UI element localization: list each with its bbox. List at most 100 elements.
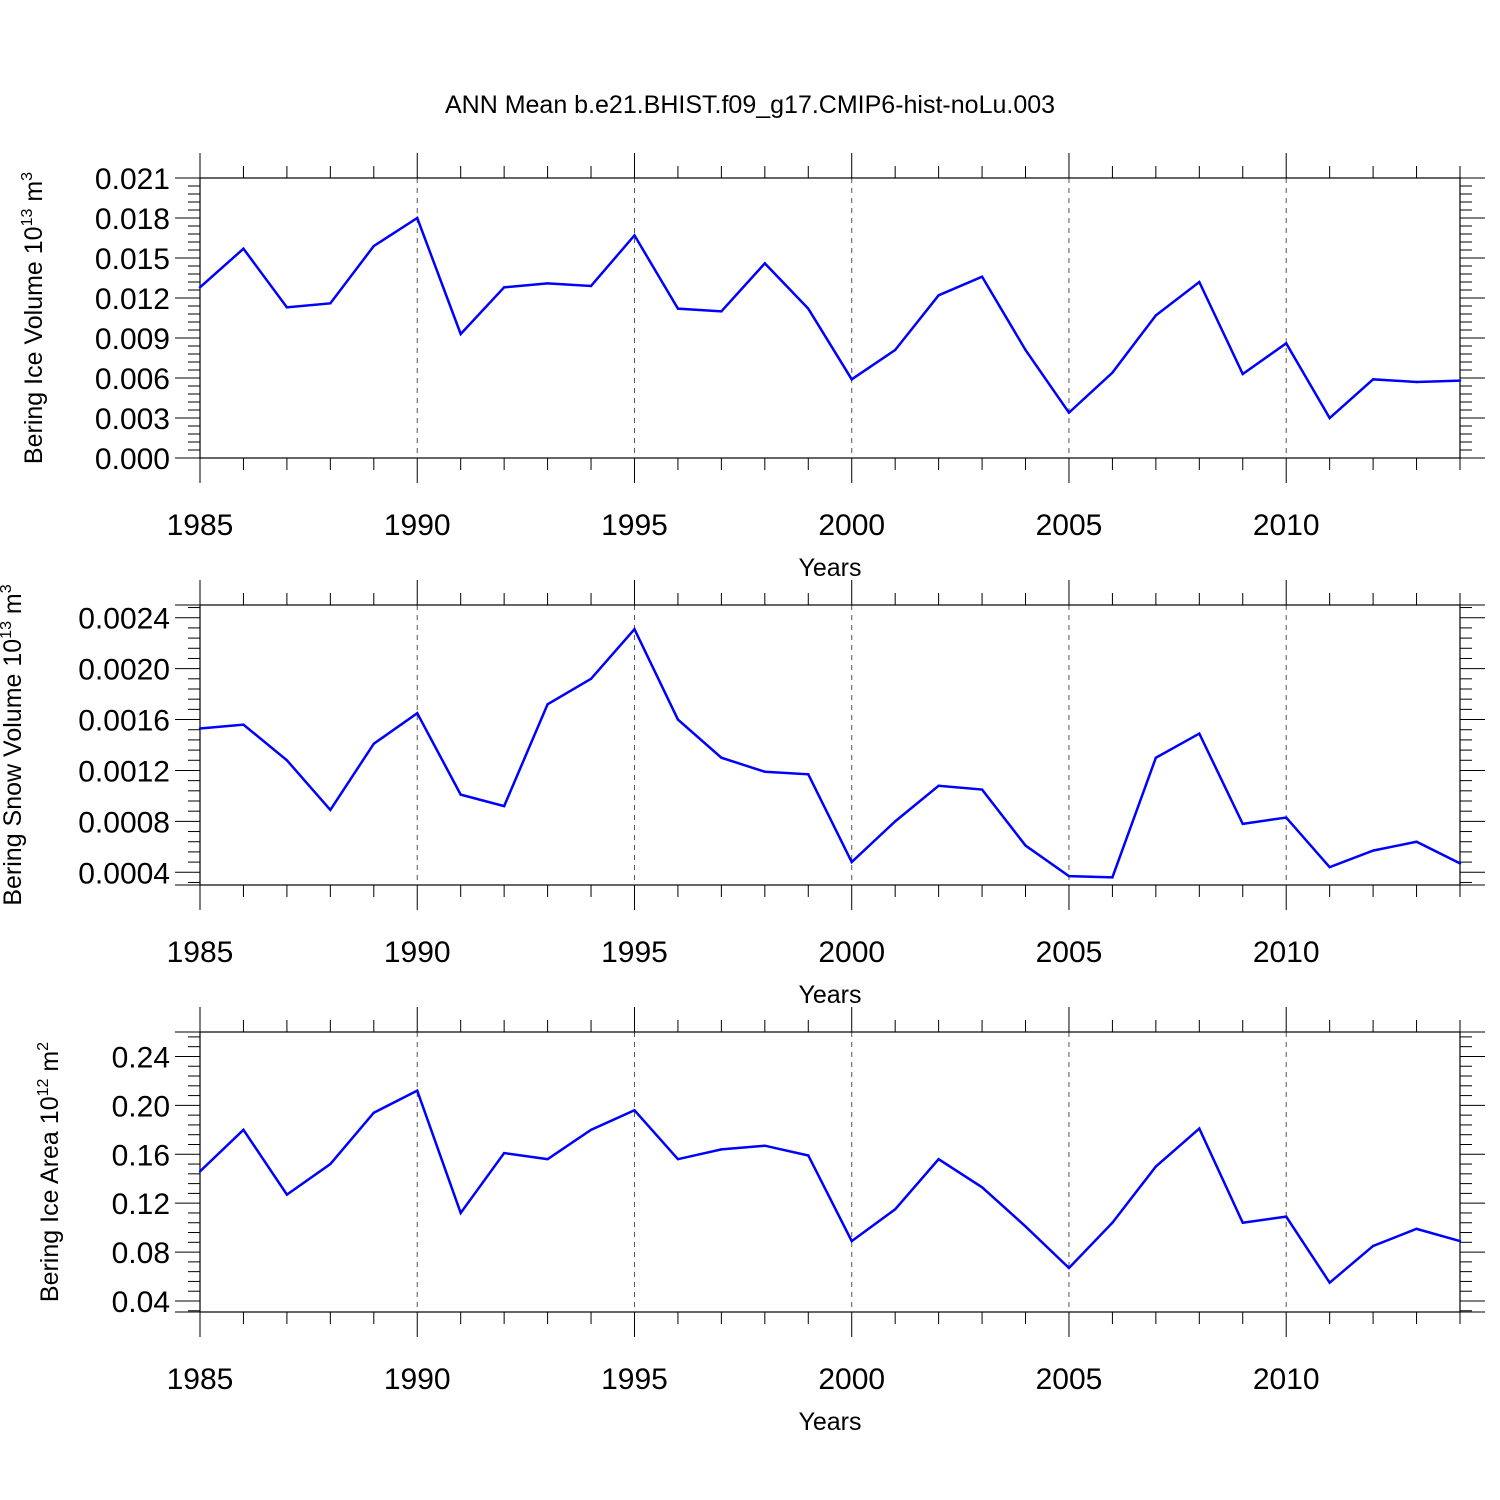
y-axis-title: Bering Snow Volume 1013 m3 xyxy=(0,584,27,905)
y-tick-label: 0.24 xyxy=(112,1041,170,1074)
data-point xyxy=(763,262,767,265)
y-tick-label: 0.0008 xyxy=(78,806,170,839)
plot-frame xyxy=(199,177,1461,459)
y-axis-title-unit: m xyxy=(20,181,48,209)
y-tick-label: 0.0004 xyxy=(78,857,170,890)
data-point xyxy=(1024,1225,1027,1228)
x-axis-title: Years xyxy=(798,554,861,582)
x-tick-label: 1985 xyxy=(167,509,234,542)
y-tick-label: 0.006 xyxy=(95,363,170,396)
data-point xyxy=(1067,1266,1071,1270)
y-axis-title-exponent: 13 xyxy=(0,621,15,639)
data-point xyxy=(502,804,506,808)
data-point xyxy=(676,307,680,310)
data-point xyxy=(1328,1281,1331,1284)
x-tick-label: 1995 xyxy=(601,509,668,542)
data-point xyxy=(850,378,853,381)
data-point xyxy=(720,1148,723,1151)
data-point xyxy=(242,723,245,726)
data-point xyxy=(1415,840,1418,843)
y-tick-label: 0.20 xyxy=(112,1090,170,1123)
x-tick-label: 2000 xyxy=(818,936,885,969)
data-point xyxy=(459,1211,462,1215)
data-point xyxy=(416,711,419,715)
data-point xyxy=(372,1111,375,1114)
data-point xyxy=(459,332,462,336)
data-point xyxy=(285,759,289,762)
panel-1: 0.000 0.003 0.006 0.009 0.012 0.015 0.018 0.021… xyxy=(19,153,1485,582)
data-point xyxy=(1024,844,1027,847)
y-axis-title-unit-exponent: 3 xyxy=(19,172,36,181)
y-tick-label: 0.021 xyxy=(95,163,170,196)
chart-title: ANN Mean b.e21.BHIST.f09_g17.CMIP6-hist-… xyxy=(445,91,1055,119)
x-tick-label: 1995 xyxy=(601,936,668,969)
data-point xyxy=(676,1157,680,1161)
data-point xyxy=(198,1170,202,1173)
x-tick-label: 1995 xyxy=(601,1363,668,1396)
x-tick-label: 2000 xyxy=(818,1363,885,1396)
data-point xyxy=(763,1144,767,1147)
y-tick-label: 0.0012 xyxy=(78,755,170,788)
data-point xyxy=(1371,378,1375,381)
data-point xyxy=(1198,280,1201,284)
data-point xyxy=(1415,1227,1418,1231)
data-point xyxy=(372,244,375,248)
data-point xyxy=(633,627,636,631)
data-point xyxy=(850,860,853,864)
data-point xyxy=(329,808,332,812)
series-line xyxy=(199,1088,1461,1285)
data-point xyxy=(546,282,549,285)
y-tick-label: 0.08 xyxy=(112,1237,170,1270)
data-point xyxy=(980,1186,984,1189)
plot-frame xyxy=(199,1031,1461,1313)
data-point xyxy=(1458,379,1462,382)
y-axis-title-base: Bering Ice Volume 10 xyxy=(20,226,48,464)
x-tick-label: 2010 xyxy=(1253,1363,1320,1396)
data-point xyxy=(1241,1221,1244,1224)
y-axis-title-unit-exponent: 2 xyxy=(35,1042,52,1051)
data-point xyxy=(1241,372,1244,376)
data-point xyxy=(416,216,419,220)
data-point xyxy=(1067,411,1071,414)
data-point xyxy=(589,1128,593,1132)
data-point xyxy=(1067,874,1071,878)
data-point xyxy=(807,773,810,776)
data-point xyxy=(589,677,593,681)
y-axis-title-exponent: 12 xyxy=(35,1078,52,1096)
data-point xyxy=(502,1151,506,1155)
x-tick-label: 2005 xyxy=(1036,1363,1103,1396)
x-tick-label: 1990 xyxy=(384,936,451,969)
data-point xyxy=(502,286,506,289)
data-point xyxy=(980,275,984,278)
data-point xyxy=(546,1157,549,1161)
y-tick-label: 0.003 xyxy=(95,403,170,436)
data-point xyxy=(329,1162,332,1166)
panels: 0.000 0.003 0.006 0.009 0.012 0.015 0.018 0.021… xyxy=(0,153,1485,1436)
data-point xyxy=(198,727,202,730)
plot-frame xyxy=(199,604,1461,886)
data-point xyxy=(807,307,810,310)
data-point xyxy=(676,718,680,721)
data-point xyxy=(242,247,245,250)
data-point xyxy=(1024,348,1027,352)
data-point xyxy=(633,234,636,237)
data-point xyxy=(1154,314,1158,317)
y-tick-label: 0.015 xyxy=(95,243,170,276)
data-point xyxy=(285,306,289,309)
x-tick-label: 1990 xyxy=(384,1363,451,1396)
x-tick-label: 1985 xyxy=(167,936,234,969)
x-axis-title: Years xyxy=(798,1408,861,1436)
series-line xyxy=(199,626,1461,879)
y-tick-label: 0.000 xyxy=(95,443,170,476)
data-point xyxy=(459,793,462,796)
data-point xyxy=(893,348,897,352)
x-tick-label: 2005 xyxy=(1036,936,1103,969)
x-tick-label: 2010 xyxy=(1253,509,1320,542)
data-point xyxy=(198,286,202,289)
data-point xyxy=(1458,862,1462,865)
data-point xyxy=(1111,1221,1114,1224)
panel-2: 0.0004 0.0008 0.0012 0.0016 0.0020 0.0024 1985… xyxy=(0,580,1485,1009)
x-tick-label: 1990 xyxy=(384,509,451,542)
data-point xyxy=(416,1089,419,1092)
